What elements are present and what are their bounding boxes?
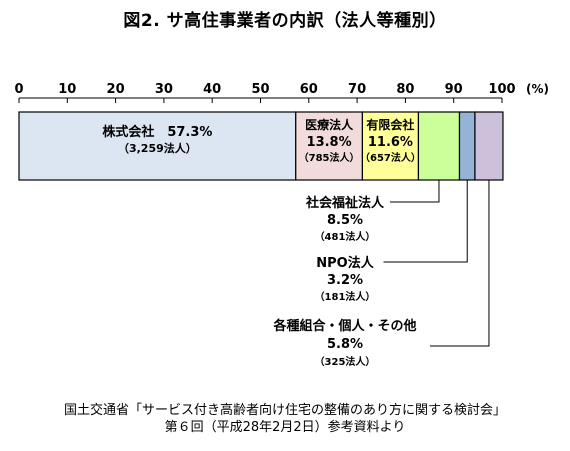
segment-label-count: （785法人）: [299, 151, 360, 164]
x-tick-label: 10: [58, 82, 76, 97]
callout-label-percent: 5.8%: [327, 337, 363, 352]
callout-label-name: 社会福祉法人: [305, 195, 385, 211]
x-tick-label: 100: [488, 82, 515, 97]
bar-segment-5: [458, 111, 476, 181]
chart-title: 図2. サ高住事業者の内訳（法人等種別）: [123, 11, 447, 31]
bar-segment-6: [474, 111, 504, 181]
x-tick-label: 40: [203, 82, 221, 97]
x-tick-label: 50: [251, 82, 269, 97]
bar-segment-1: [18, 111, 297, 181]
callout-label-count: （181法人）: [315, 290, 376, 303]
callout-label-count: （325法人）: [315, 355, 376, 368]
source-line-2: 第６回（平成28年2月2日）参考資料より: [164, 420, 406, 435]
segment-label-count: （657法人）: [360, 151, 421, 164]
callout-label-name: NPO法人: [316, 255, 374, 271]
callout-leader-line: [390, 180, 440, 203]
x-tick-label: 30: [155, 82, 173, 97]
stacked-bar-chart: 0 10 20 30 40 50 60 70 80 90 100 (%) 株式会社 57.3%（3,2…: [14, 82, 549, 368]
x-tick-label: 70: [348, 82, 366, 97]
x-axis-unit: (%): [526, 82, 549, 96]
callout-label-percent: 8.5%: [327, 213, 363, 228]
x-tick-label: 0: [14, 82, 23, 97]
bar-segment-4: [417, 111, 461, 181]
segment-label-name: 医療法人: [305, 117, 354, 132]
segment-label-percent: 11.6%: [368, 135, 413, 150]
segment-label-count: （3,259法人）: [118, 141, 197, 155]
bar-segment-3: [361, 111, 420, 181]
x-tick-label: 90: [445, 82, 463, 97]
x-tick-label: 20: [107, 82, 125, 97]
callout-leader-line: [383, 180, 468, 263]
callout-leader-line: [430, 180, 490, 347]
x-tick-label: 80: [396, 82, 414, 97]
segment-label-percent: 13.8%: [307, 135, 352, 150]
x-tick-label: 60: [300, 82, 318, 97]
callout-label-count: （481法人）: [315, 230, 376, 243]
source-note: 国土交通省「サービス付き高齢者向け住宅の整備のあり方に関する検討会」 第６回（平…: [0, 402, 570, 436]
callout-label-name: 各種組合・個人・その他: [272, 318, 416, 334]
segment-label-name: 株式会社 57.3%: [102, 124, 212, 140]
source-line-1: 国土交通省「サービス付き高齢者向け住宅の整備のあり方に関する検討会」: [63, 403, 506, 418]
segment-label-name: 有限会社: [366, 117, 414, 132]
callout-label-percent: 3.2%: [327, 273, 363, 288]
